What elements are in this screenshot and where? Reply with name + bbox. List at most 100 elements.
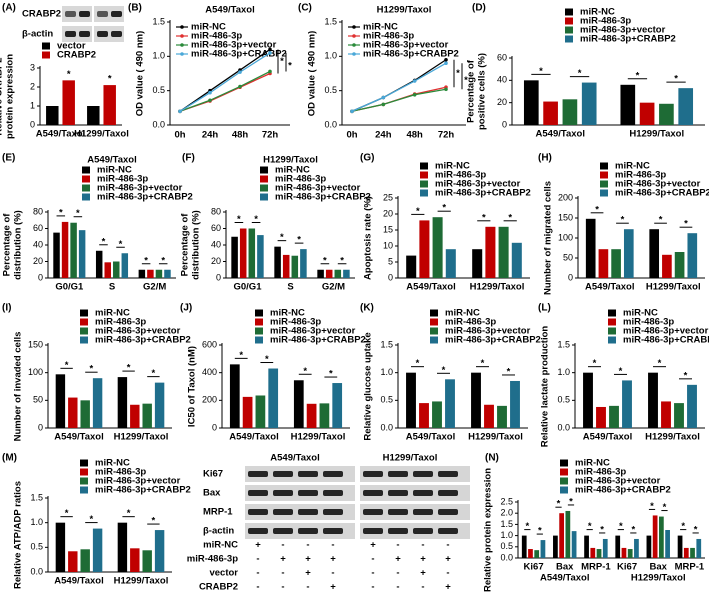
bar xyxy=(239,228,247,278)
y-tick-label: 80 xyxy=(211,206,221,216)
condition-sign: + xyxy=(305,568,311,579)
condition-sign: - xyxy=(421,540,424,551)
point xyxy=(381,95,386,100)
condition-sign: + xyxy=(395,554,401,565)
legend-label: miR-486-3p+CRABP2 xyxy=(95,485,191,496)
x-tick-label: H1299/Taxol xyxy=(629,129,684,140)
bar xyxy=(164,269,171,278)
bar xyxy=(690,547,695,558)
legend-label: miR-NC xyxy=(363,22,398,33)
bar xyxy=(68,551,78,572)
panel-label: (A) xyxy=(2,3,16,14)
significance: * xyxy=(681,521,685,532)
legend-swatch xyxy=(82,166,90,174)
y-tick-label: 40 xyxy=(211,239,221,249)
legend-marker xyxy=(180,43,184,47)
x-tick-label: 72h xyxy=(438,130,455,141)
bar xyxy=(677,535,683,558)
significance: * xyxy=(280,56,284,67)
legend-label: miR-486-3p+vector xyxy=(615,179,701,190)
legend-swatch xyxy=(560,486,568,494)
legend-swatch xyxy=(80,309,88,317)
bar xyxy=(432,217,443,278)
y-tick-label: 60 xyxy=(497,52,507,62)
bar xyxy=(497,405,507,428)
point xyxy=(350,109,354,114)
legend-label: miR-486-3p+CRABP2 xyxy=(275,192,371,203)
y-tick-label: 100 xyxy=(558,232,573,242)
blot-band xyxy=(388,509,408,515)
legend-label: miR-486-3p+vector xyxy=(580,25,666,36)
blot-band xyxy=(438,471,458,477)
blot-band xyxy=(273,471,293,477)
x-tick-label: H1299/Taxol xyxy=(470,282,525,293)
bar xyxy=(319,403,330,428)
significance: * xyxy=(161,255,165,266)
bar xyxy=(596,406,606,428)
point xyxy=(444,57,448,62)
bar xyxy=(104,262,111,278)
blot-band xyxy=(111,11,122,17)
y-tick-label: 1.0 xyxy=(557,367,570,377)
bar xyxy=(585,218,596,278)
point xyxy=(238,84,242,89)
significance: * xyxy=(525,521,529,532)
legend-swatch xyxy=(80,336,88,344)
significance: * xyxy=(90,514,94,525)
legend-swatch xyxy=(565,17,573,25)
legend-label: miR-486-3p xyxy=(575,467,626,478)
bar xyxy=(648,372,658,428)
bar xyxy=(674,403,684,428)
bar xyxy=(432,401,442,428)
significance: * xyxy=(636,70,640,81)
bar xyxy=(332,383,343,428)
significance: * xyxy=(280,232,284,243)
bar xyxy=(291,255,299,278)
bar xyxy=(87,106,100,125)
legend-swatch xyxy=(82,175,90,183)
condition-label: vector xyxy=(209,568,238,579)
y-tick-label: 0.0 xyxy=(152,119,165,129)
legend-label: miR-486-3p+CRABP2 xyxy=(191,49,287,60)
blot-band xyxy=(323,528,343,534)
x-tick-label: A549/Taxol xyxy=(406,432,455,443)
chart-title: A549/Taxol xyxy=(205,5,254,16)
blot-bg xyxy=(94,6,124,22)
condition-sign: - xyxy=(371,568,374,579)
condition-sign: - xyxy=(446,540,449,551)
significance: * xyxy=(323,255,327,266)
legend-marker xyxy=(180,34,184,38)
condition-sign: + xyxy=(420,568,426,579)
y-axis-label: Percentage of xyxy=(2,213,13,277)
blot-band xyxy=(273,528,293,534)
panel-label: (N) xyxy=(485,453,499,464)
legend-label: miR-486-3p xyxy=(363,31,414,42)
bar xyxy=(627,549,633,558)
blot-band xyxy=(79,11,90,17)
bar xyxy=(596,549,602,558)
legend-label: miR-NC xyxy=(191,22,226,33)
bar xyxy=(472,249,483,278)
legend-label: miR-486-3p+CRABP2 xyxy=(445,335,541,346)
bar xyxy=(274,246,281,278)
panel-label: (G) xyxy=(360,153,374,164)
series-line xyxy=(179,72,271,112)
significance: * xyxy=(621,215,625,226)
y-tick-label: 0 xyxy=(30,119,35,129)
y-tick-label: 150 xyxy=(558,212,573,222)
x-tick-label: Bax xyxy=(650,562,668,573)
significance: * xyxy=(442,203,446,214)
significance: * xyxy=(442,365,446,376)
bar xyxy=(659,103,674,125)
bar xyxy=(510,380,520,428)
legend-label: miR-486-3p xyxy=(97,174,148,185)
x-tick-label: 48h xyxy=(406,130,423,141)
legend-label: miR-486-3p+CRABP2 xyxy=(95,335,191,346)
condition-label: miR-NC xyxy=(203,540,238,551)
condition-sign: - xyxy=(281,582,284,593)
group-label: A549/Taxol xyxy=(540,573,589,584)
legend-label: miR-486-3p+vector xyxy=(623,326,709,337)
legend-label: miR-486-3p xyxy=(95,467,146,478)
significance: * xyxy=(239,350,243,361)
